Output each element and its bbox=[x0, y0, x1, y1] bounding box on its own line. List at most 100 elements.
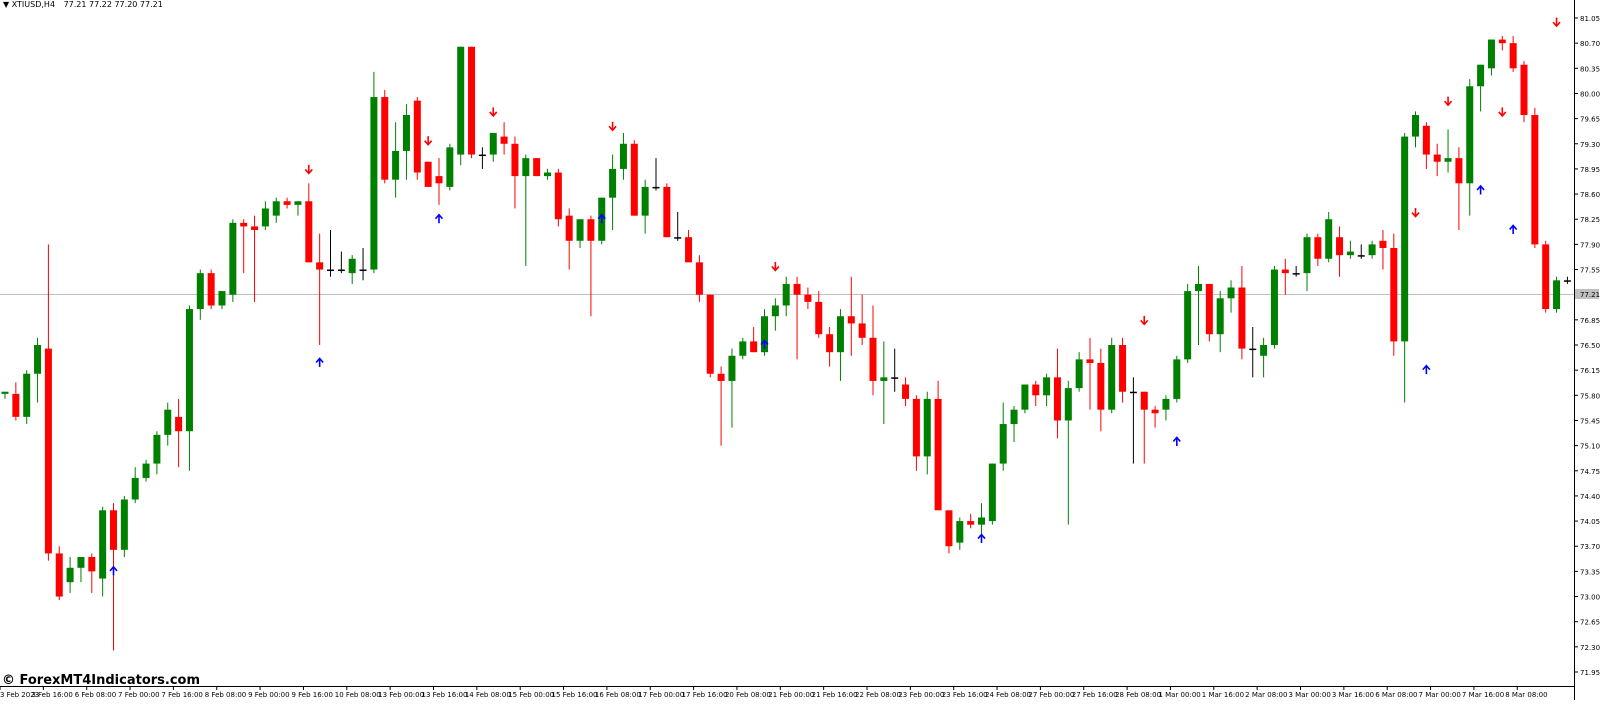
candle bbox=[1336, 226, 1344, 277]
candle-body bbox=[663, 186, 671, 238]
candle-body bbox=[1357, 255, 1365, 257]
candle bbox=[1401, 132, 1409, 403]
candle bbox=[1477, 64, 1485, 112]
x-tick-label: 13 Feb 16:00 bbox=[422, 691, 468, 699]
candle bbox=[1129, 377, 1137, 464]
candle-body bbox=[131, 477, 139, 500]
y-tick-label: 80.70 bbox=[1580, 40, 1600, 48]
candle bbox=[619, 132, 627, 180]
candle-body bbox=[587, 219, 595, 241]
candle bbox=[120, 495, 128, 558]
candle-body bbox=[717, 373, 725, 381]
y-tick-label: 74.05 bbox=[1580, 518, 1600, 526]
x-tick-label: 9 Feb 16:00 bbox=[291, 691, 332, 699]
x-tick-label: 27 Feb 16:00 bbox=[1072, 691, 1118, 699]
candle bbox=[728, 348, 736, 428]
candle bbox=[1238, 265, 1246, 360]
candle-body bbox=[978, 517, 985, 525]
y-tick-label: 77.21 bbox=[1580, 291, 1600, 299]
candle-body bbox=[967, 521, 975, 525]
candle bbox=[110, 503, 117, 651]
candle bbox=[826, 327, 834, 367]
y-tick-label: 81.05 bbox=[1580, 15, 1600, 23]
candle bbox=[934, 380, 942, 511]
candle bbox=[1097, 348, 1105, 432]
x-tick-label: 13 Feb 00:00 bbox=[378, 691, 424, 699]
candle bbox=[500, 122, 508, 155]
sell-arrow-icon bbox=[424, 136, 433, 146]
buy-arrow-icon bbox=[1422, 364, 1431, 375]
candle-body bbox=[902, 384, 910, 399]
buy-arrow-icon bbox=[1476, 184, 1485, 195]
x-tick-label: 15 Feb 16:00 bbox=[552, 691, 598, 699]
candle-body bbox=[424, 161, 432, 187]
candle bbox=[1249, 327, 1257, 378]
candle-body bbox=[153, 434, 161, 464]
x-tick-label: 24 Feb 08:00 bbox=[985, 691, 1031, 699]
candle-body bbox=[912, 398, 920, 457]
candle-body bbox=[1314, 237, 1322, 259]
candle bbox=[576, 219, 584, 248]
candle bbox=[1412, 111, 1419, 148]
candle bbox=[402, 104, 410, 180]
candle-body bbox=[1216, 298, 1224, 335]
dropdown-triangle-icon[interactable]: ▼ bbox=[3, 0, 10, 9]
x-tick-label: 1 Mar 16:00 bbox=[1202, 691, 1244, 699]
candle bbox=[804, 287, 812, 310]
y-tick-label: 78.25 bbox=[1580, 216, 1600, 224]
candle bbox=[978, 503, 985, 540]
sell-arrow-icon bbox=[1443, 96, 1453, 107]
candle-body bbox=[261, 208, 269, 227]
candle-body bbox=[489, 132, 497, 155]
candle-body bbox=[402, 115, 410, 151]
candle-body bbox=[457, 46, 465, 155]
candle bbox=[630, 140, 638, 216]
y-tick-label: 74.40 bbox=[1580, 493, 1600, 501]
candle-body bbox=[1422, 125, 1430, 155]
candle-body bbox=[88, 557, 96, 572]
candle-body bbox=[576, 219, 584, 241]
candle bbox=[1173, 355, 1181, 403]
candle bbox=[1553, 276, 1561, 313]
y-tick-label: 76.85 bbox=[1580, 317, 1600, 325]
y-tick-label: 75.10 bbox=[1580, 443, 1600, 451]
candle bbox=[750, 327, 758, 353]
candle bbox=[1140, 391, 1148, 464]
sell-arrow-icon bbox=[1552, 17, 1561, 28]
y-tick-label: 73.70 bbox=[1580, 543, 1600, 551]
candle-body bbox=[1553, 280, 1561, 310]
candle-body bbox=[1433, 154, 1441, 162]
candle bbox=[880, 341, 888, 425]
candle-body bbox=[934, 398, 942, 511]
candle bbox=[1010, 406, 1018, 443]
y-tick-label: 73.35 bbox=[1580, 568, 1600, 576]
buy-arrow-icon bbox=[315, 357, 324, 367]
buy-arrow-icon bbox=[760, 339, 769, 349]
candle-body bbox=[55, 553, 63, 597]
candle bbox=[196, 269, 204, 320]
candle bbox=[988, 463, 996, 525]
candle-body bbox=[511, 143, 519, 177]
candle bbox=[370, 71, 378, 274]
candle bbox=[66, 557, 74, 593]
candle bbox=[12, 382, 20, 421]
candle-body bbox=[316, 262, 324, 270]
x-tick-label: 3 Mar 00:00 bbox=[1289, 691, 1331, 699]
candle bbox=[337, 251, 345, 274]
candle bbox=[1455, 147, 1463, 231]
candle bbox=[663, 183, 671, 238]
candle-body bbox=[880, 377, 888, 381]
sell-arrow-icon bbox=[304, 164, 313, 175]
candle-body bbox=[77, 557, 85, 568]
candle bbox=[587, 215, 595, 317]
x-tick-label: 1 Mar 00:00 bbox=[1158, 691, 1200, 699]
candle-body bbox=[750, 341, 758, 353]
candle bbox=[23, 370, 31, 425]
candle bbox=[967, 513, 975, 529]
candle bbox=[446, 143, 454, 191]
candle bbox=[836, 309, 844, 381]
candle bbox=[489, 132, 497, 162]
candle-body bbox=[1346, 251, 1354, 256]
